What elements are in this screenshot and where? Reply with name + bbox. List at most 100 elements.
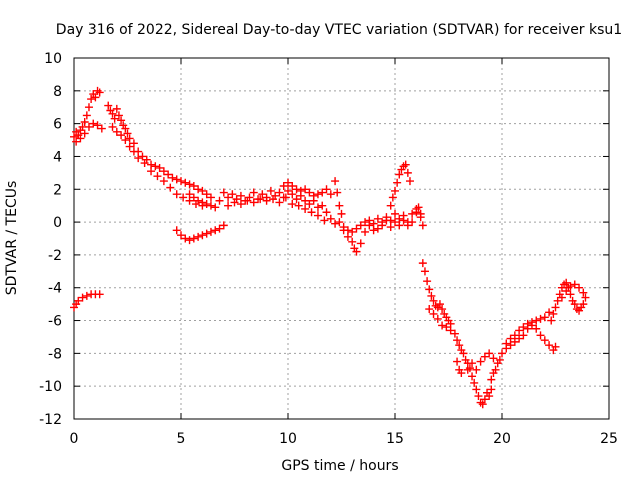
data-point [339, 226, 348, 235]
data-point [125, 142, 134, 151]
data-point [498, 349, 506, 358]
data-point [202, 229, 211, 238]
data-point [93, 121, 102, 130]
data-point [89, 119, 98, 128]
data-point [575, 283, 584, 292]
data-point [219, 188, 228, 197]
y-tick-label: 4 [53, 149, 62, 165]
data-point [532, 324, 541, 333]
data-point [129, 139, 138, 148]
data-point [95, 88, 104, 97]
data-point [429, 309, 438, 318]
data-point [361, 218, 370, 227]
data-point [527, 318, 536, 327]
data-point [391, 186, 399, 195]
data-point [557, 293, 566, 302]
data-point [198, 231, 207, 240]
data-point [70, 132, 78, 141]
data-point [189, 193, 198, 202]
data-point [386, 201, 395, 210]
data-point [194, 196, 203, 205]
data-point [429, 296, 438, 305]
data-point [249, 188, 258, 197]
data-point [275, 198, 284, 207]
data-point [123, 129, 132, 138]
y-tick-label: 0 [53, 215, 62, 231]
data-point [581, 293, 590, 302]
data-point [189, 234, 198, 243]
data-point [121, 136, 130, 145]
data-point [112, 127, 121, 136]
x-tick-label: 15 [386, 431, 404, 447]
data-point [301, 196, 310, 205]
data-point [140, 159, 149, 168]
data-point [487, 375, 496, 384]
data-point [547, 316, 556, 325]
data-point [305, 200, 314, 209]
data-point [117, 131, 126, 140]
data-point [480, 352, 489, 361]
data-point [414, 203, 423, 212]
data-point [288, 190, 297, 199]
data-point [189, 181, 198, 190]
data-point [296, 186, 305, 195]
data-point [294, 201, 303, 210]
data-point [562, 278, 571, 287]
data-point [408, 209, 417, 218]
x-tick-label: 0 [70, 431, 79, 447]
data-point [230, 198, 239, 207]
y-tick-label: 6 [53, 117, 62, 133]
data-point [551, 342, 560, 351]
data-point [369, 226, 378, 235]
data-point [249, 198, 258, 207]
data-point [206, 201, 215, 210]
data-point [313, 190, 322, 199]
data-point [545, 308, 554, 317]
data-point [284, 178, 292, 187]
y-tick-label: -6 [48, 314, 62, 330]
data-point [425, 305, 434, 314]
data-point [228, 190, 237, 199]
y-tick-label: 2 [53, 182, 62, 198]
data-point [423, 277, 432, 286]
data-point [322, 208, 331, 217]
y-tick-label: -4 [48, 281, 62, 297]
data-point [112, 104, 121, 113]
data-point [502, 339, 511, 348]
data-point [450, 329, 459, 338]
data-point [446, 326, 455, 335]
data-point [356, 239, 365, 248]
data-point [72, 137, 81, 146]
data-point [95, 290, 104, 299]
data-point [159, 177, 168, 186]
data-point [491, 365, 500, 374]
data-point [416, 209, 425, 218]
data-point [97, 124, 106, 133]
data-point [457, 369, 466, 378]
data-point [202, 200, 211, 209]
data-point [166, 183, 175, 192]
data-point [159, 167, 168, 176]
data-point [129, 147, 138, 156]
data-point [206, 193, 215, 202]
data-point [333, 188, 342, 197]
data-point [478, 400, 487, 409]
data-point [172, 175, 181, 184]
data-point [177, 231, 185, 240]
data-point [301, 204, 310, 213]
data-point [155, 163, 164, 172]
data-point [87, 95, 96, 104]
x-tick-label: 20 [493, 431, 511, 447]
data-point [378, 221, 387, 230]
data-point [262, 196, 271, 205]
data-point [224, 193, 233, 202]
data-point [224, 201, 233, 210]
data-point [418, 259, 427, 268]
data-point [391, 218, 399, 227]
data-point [318, 201, 327, 210]
data-point [463, 365, 472, 374]
data-point [185, 180, 194, 189]
data-point [536, 331, 545, 340]
data-point [395, 221, 404, 230]
